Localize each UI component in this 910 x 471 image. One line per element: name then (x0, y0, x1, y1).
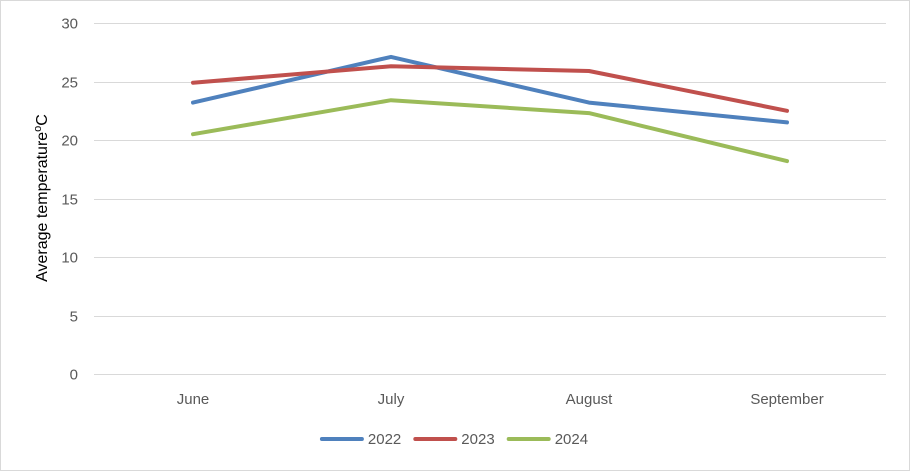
y-tick-label: 5 (70, 309, 78, 326)
x-axis-ticks: June July August September (177, 391, 824, 408)
y-axis-title-unit: C (34, 114, 51, 126)
gridlines (94, 23, 886, 375)
x-tick-label: August (566, 391, 614, 408)
legend-item: 2024 (506, 431, 588, 448)
x-tick-label: September (750, 391, 823, 408)
y-tick-label: 30 (61, 16, 78, 33)
series-line-2022 (191, 54, 789, 125)
y-axis-title-text: Average temperature (34, 132, 51, 282)
series-lines (191, 54, 789, 164)
y-axis-title-superscript: o (32, 126, 44, 132)
series-line-2023 (191, 64, 789, 113)
x-tick-label: June (177, 391, 210, 408)
legend-item: 2022 (319, 431, 401, 448)
y-tick-label: 20 (61, 133, 78, 150)
x-tick-label: July (378, 391, 405, 408)
y-axis-ticks: 0 5 10 15 20 25 30 (61, 16, 78, 384)
series-line-2024 (191, 98, 789, 164)
y-axis-title: Average temperatureoC (32, 114, 51, 282)
y-tick-label: 0 (70, 367, 78, 384)
legend-label: 2023 (461, 431, 494, 448)
y-tick-label: 10 (61, 250, 78, 267)
y-tick-label: 15 (61, 192, 78, 209)
legend-label: 2024 (555, 431, 588, 448)
legend-item: 2023 (413, 431, 495, 448)
legend: 2022 2023 2024 (319, 431, 588, 448)
y-tick-label: 25 (61, 75, 78, 92)
legend-label: 2022 (368, 431, 401, 448)
